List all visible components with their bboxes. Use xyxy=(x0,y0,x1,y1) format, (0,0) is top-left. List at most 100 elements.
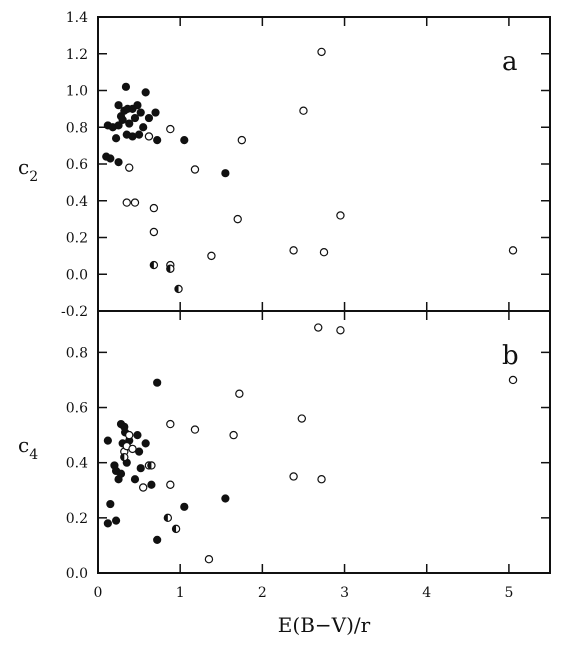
panel-a-point-open xyxy=(125,163,134,172)
panel-a-point-filled xyxy=(221,169,230,178)
panel-a-y-tick-label: 1.0 xyxy=(66,84,88,100)
panel-a-point-filled xyxy=(111,134,121,143)
panel-a-point-filled xyxy=(114,101,123,110)
panel-b-point-half-filled xyxy=(147,461,156,470)
panel-b-point-open xyxy=(138,483,148,492)
panel-a-point-open xyxy=(317,47,326,57)
panel-a: a c2 -0.2 0.0 0.2 0.4 0.6 0.8 1.0 1.2 1.4 xyxy=(18,10,551,320)
panel-b-point-open xyxy=(508,375,518,385)
panel-b-label: b xyxy=(502,341,519,371)
panel-a-y-tick-label: 0.6 xyxy=(66,157,88,173)
panel-b-point-open xyxy=(204,555,214,564)
x-axis-label: E(B−V)/r xyxy=(278,613,371,637)
panel-b-y-tick-label: 0.2 xyxy=(66,511,88,527)
panel-a-point-filled xyxy=(139,123,148,132)
panel-b-y-axis-label: c4 xyxy=(18,433,38,463)
panel-b-point-filled xyxy=(147,480,156,489)
panel-b-y-tick-label: 0.8 xyxy=(66,345,88,361)
panel-a-point-filled xyxy=(134,130,144,139)
panel-a-point-filled xyxy=(180,136,189,145)
panel-a-x-ticks xyxy=(97,17,510,311)
panel-a-point-filled xyxy=(136,108,145,117)
panel-a-point-half-filled xyxy=(149,260,159,270)
panel-b-point-filled xyxy=(111,516,121,525)
panel-b-point-filled xyxy=(103,519,112,528)
panel-b-point-filled xyxy=(136,464,145,473)
panel-a-point-filled xyxy=(114,121,123,130)
panel-a-point-filled xyxy=(114,158,123,167)
panel-b-x-tick-label: 4 xyxy=(422,585,431,601)
panel-b-point-half-filled xyxy=(120,452,129,462)
panel-a-point-half-filled xyxy=(166,264,175,273)
panel-b-point-half-filled xyxy=(163,513,173,523)
panel-b-point-open xyxy=(297,414,307,423)
panel-a-y-tick-label: 0.2 xyxy=(66,231,88,247)
panel-b-x-tick-label: 1 xyxy=(176,585,185,601)
panel-a-point-open xyxy=(144,132,154,141)
panel-b-x-tick-label: 2 xyxy=(258,585,267,601)
panel-b-point-filled xyxy=(221,494,230,503)
panel-b-x-ticks: 0 1 2 3 4 5 xyxy=(94,311,513,601)
panel-b-point-filled xyxy=(116,469,126,478)
panel-a-point-open xyxy=(319,247,329,257)
panel-b-point-filled xyxy=(103,436,112,445)
panel-b-point-filled xyxy=(106,499,115,509)
panel-a-point-open xyxy=(289,246,298,255)
panel-b-point-filled xyxy=(153,535,162,545)
panel-b-point-open xyxy=(289,472,298,481)
panel-a-y-ticks: -0.2 0.0 0.2 0.4 0.6 0.8 1.0 1.2 1.4 xyxy=(61,10,550,320)
panel-a-point-filled xyxy=(153,136,162,145)
panel-a-point-open xyxy=(508,246,518,255)
panel-a-y-tick-label: -0.2 xyxy=(61,304,88,320)
panel-a-point-open xyxy=(336,211,345,220)
panel-a-point-filled xyxy=(118,115,127,125)
panel-b-point-filled xyxy=(133,431,142,440)
panel-a-point-filled xyxy=(151,108,160,117)
panel-b-point-open xyxy=(125,430,134,440)
panel-a-point-filled xyxy=(144,113,154,123)
panel-b-point-open xyxy=(336,326,345,335)
panel-a-y-tick-label: 0.4 xyxy=(66,194,88,210)
panel-b-point-open xyxy=(229,430,238,440)
panel-b-point-open xyxy=(190,425,200,434)
panel-a-point-half-filled xyxy=(174,284,183,294)
panel-b-point-filled xyxy=(180,502,189,511)
panel-a-y-tick-label: 0.8 xyxy=(66,120,88,136)
panel-a-point-filled xyxy=(106,154,115,163)
panel-a-point-filled xyxy=(125,119,134,128)
panel-b-point-open xyxy=(166,419,175,429)
panel-a-y-tick-label: 0.0 xyxy=(66,267,88,283)
panel-a-point-open xyxy=(237,135,247,145)
panel-a-y-tick-label: 1.4 xyxy=(66,10,88,26)
panel-a-point-open xyxy=(207,251,216,261)
panel-a-point-open xyxy=(233,214,242,224)
panel-b-point-open xyxy=(314,323,323,332)
panel-b-y-tick-label: 0.0 xyxy=(66,566,88,582)
panel-a-point-filled xyxy=(133,101,142,110)
panel-b-x-tick-label: 0 xyxy=(94,585,103,601)
panel-b: b c4 0.0 0.2 0.4 0.6 0.8 0 1 2 3 4 5 E(B−V)/r xyxy=(18,310,551,637)
panel-a-point-filled xyxy=(121,82,131,91)
panel-a-point-open xyxy=(149,227,159,237)
panel-b-frame xyxy=(97,310,551,574)
panel-b-point-half-filled xyxy=(171,524,181,534)
panel-a-point-filled xyxy=(141,88,150,97)
panel-b-points xyxy=(103,323,518,564)
panel-a-label: a xyxy=(502,47,518,77)
panel-b-x-tick-label: 5 xyxy=(504,585,513,601)
panel-a-point-filled xyxy=(130,113,140,123)
panel-a-point-open xyxy=(299,106,308,115)
panel-b-point-open xyxy=(235,389,244,398)
panel-a-point-open xyxy=(190,165,200,174)
panel-b-point-open xyxy=(128,444,137,454)
panel-a-points xyxy=(102,47,518,294)
panel-b-point-filled xyxy=(130,475,140,484)
panel-b-y-tick-label: 0.6 xyxy=(66,401,88,417)
panel-b-point-filled xyxy=(141,439,150,448)
panel-b-point-filled xyxy=(153,378,162,387)
panel-a-point-open xyxy=(166,124,175,134)
panel-a-point-open xyxy=(122,198,131,207)
panel-b-y-ticks: 0.0 0.2 0.4 0.6 0.8 xyxy=(66,345,550,582)
panel-a-point-open xyxy=(149,203,159,213)
